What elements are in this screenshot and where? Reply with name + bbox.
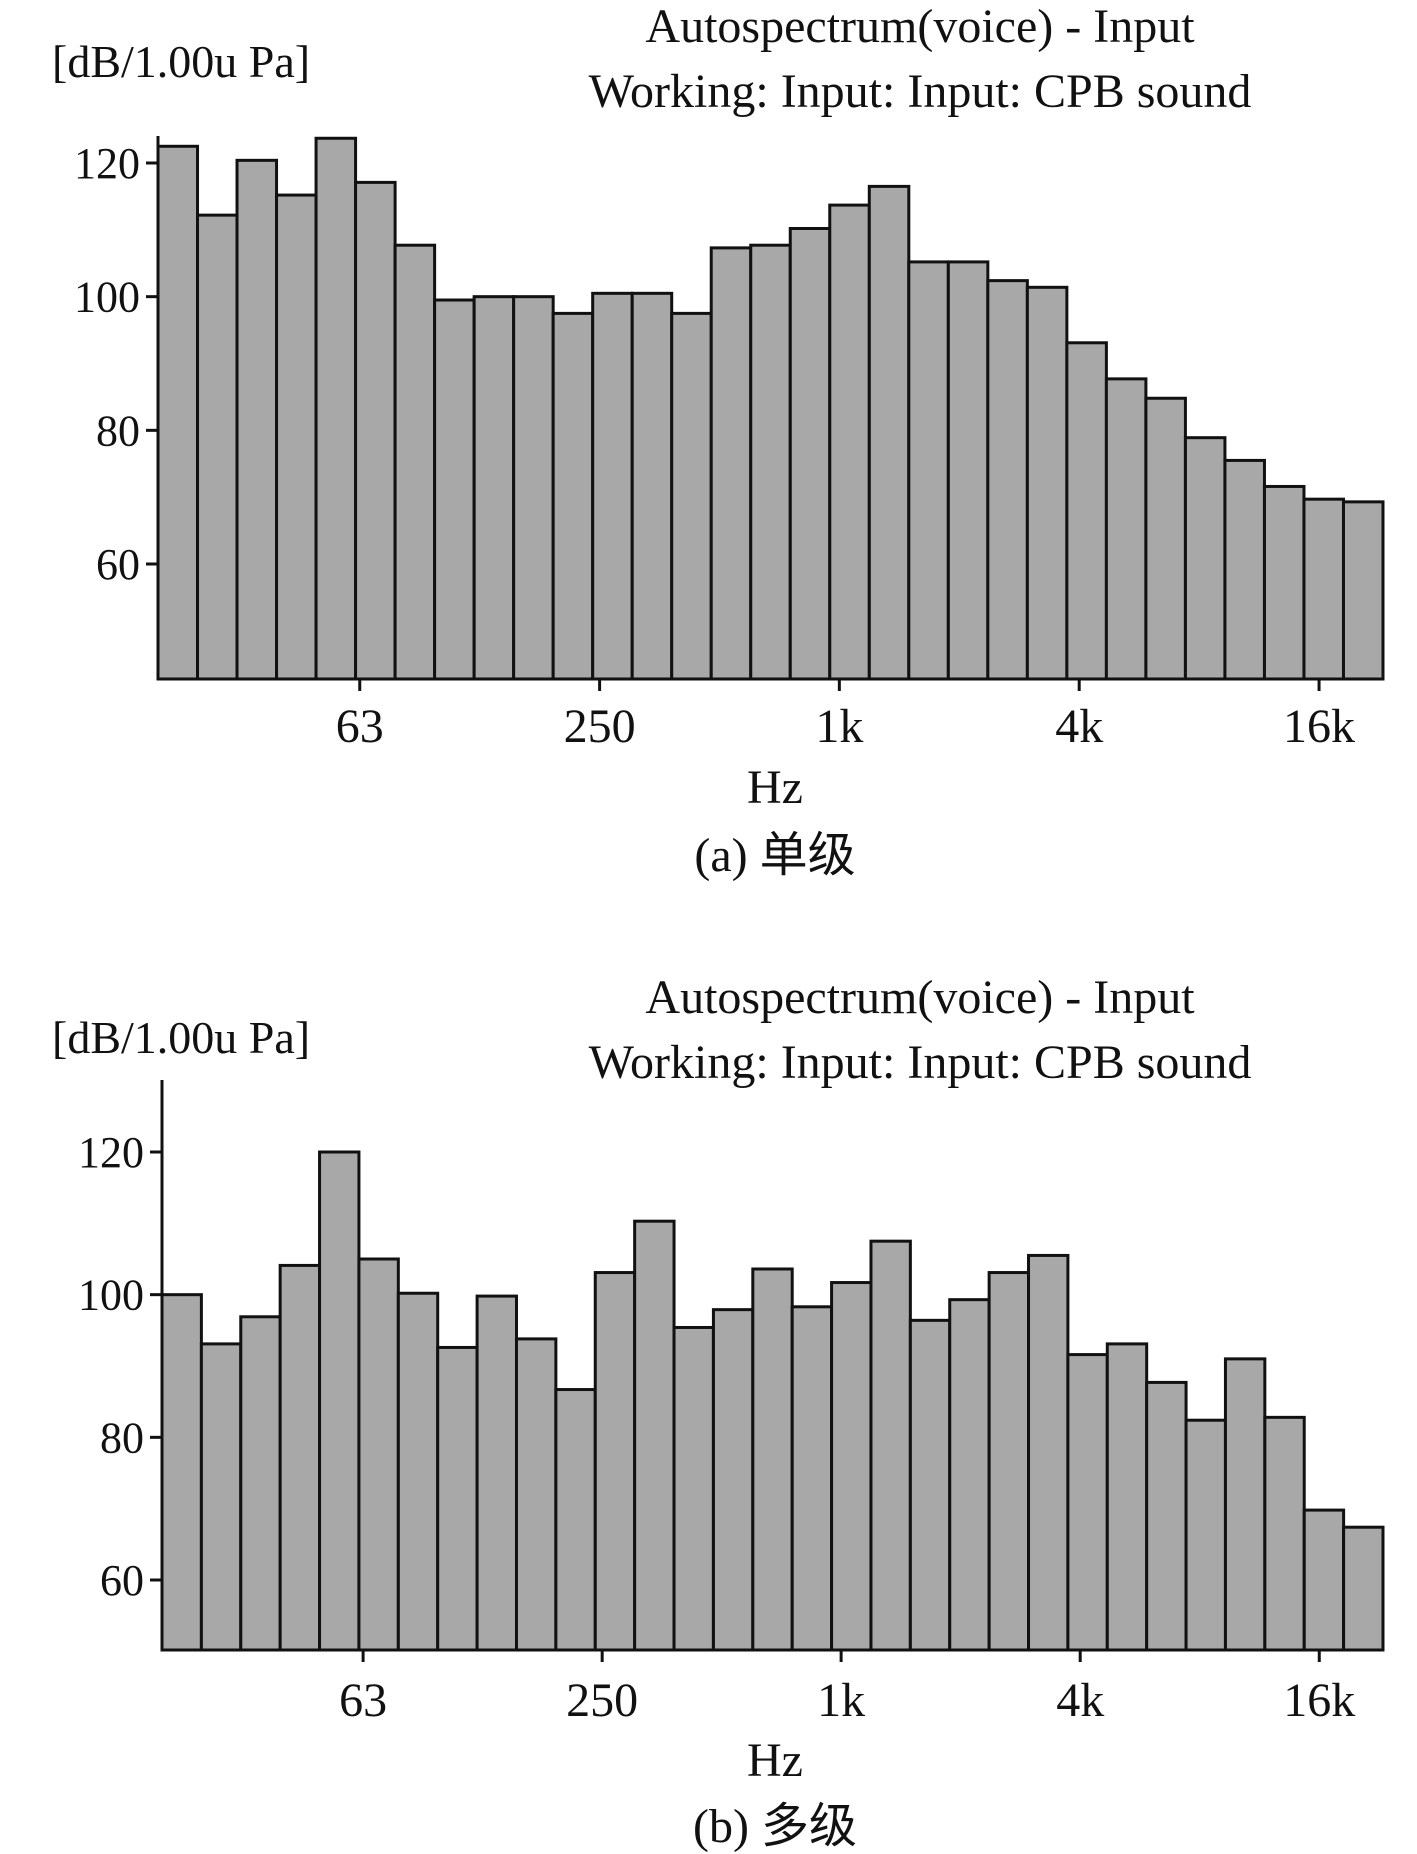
bar bbox=[711, 1308, 755, 1652]
bar bbox=[751, 1267, 794, 1652]
y-tick-label: 60 bbox=[100, 1556, 144, 1605]
bar bbox=[672, 1325, 715, 1652]
bar bbox=[907, 260, 950, 681]
x-tick-label: 16k bbox=[1283, 700, 1355, 753]
bar bbox=[514, 1337, 558, 1652]
chart-title: Autospectrum(voice) - Input bbox=[645, 971, 1195, 1024]
bar bbox=[1302, 497, 1345, 681]
y-tick-label: 100 bbox=[74, 273, 140, 322]
bar bbox=[239, 1315, 282, 1652]
bar bbox=[591, 291, 634, 681]
y-tick-label: 80 bbox=[100, 1413, 144, 1462]
bar bbox=[357, 1257, 400, 1652]
bar bbox=[749, 243, 792, 681]
bar bbox=[1184, 1418, 1227, 1652]
bar bbox=[160, 1293, 203, 1652]
y-tick-label: 80 bbox=[96, 406, 140, 455]
bar bbox=[1027, 1253, 1070, 1652]
y-axis-label: [dB/1.00u Pa] bbox=[52, 1012, 310, 1063]
x-tick-label: 1k bbox=[817, 1674, 865, 1727]
bar bbox=[986, 279, 1029, 681]
x-tick-label: 250 bbox=[566, 1674, 638, 1727]
x-tick-label: 1k bbox=[815, 700, 863, 753]
bar bbox=[475, 1294, 518, 1652]
bar bbox=[1144, 396, 1187, 681]
chart-title: Autospectrum(voice) - Input bbox=[645, 0, 1195, 53]
bar bbox=[946, 260, 990, 681]
y-tick-label: 100 bbox=[78, 1271, 144, 1320]
bar bbox=[436, 1345, 479, 1652]
y-tick-label: 60 bbox=[96, 540, 140, 589]
bar bbox=[1262, 484, 1306, 681]
bar bbox=[1302, 1508, 1346, 1652]
bar bbox=[788, 227, 832, 681]
bar bbox=[433, 298, 476, 681]
bar bbox=[275, 193, 318, 681]
bar bbox=[908, 1318, 952, 1652]
bar bbox=[196, 213, 239, 681]
x-tick-label: 16k bbox=[1283, 1674, 1355, 1727]
chart-subtitle: Working: Input: Input: CPB sound bbox=[589, 1036, 1252, 1089]
bar bbox=[1065, 341, 1108, 681]
bar bbox=[393, 243, 437, 681]
bar bbox=[472, 295, 516, 681]
chart-subtitle: Working: Input: Input: CPB sound bbox=[589, 65, 1252, 118]
x-tick-label: 63 bbox=[336, 700, 384, 753]
figure-caption: (a) 单级 bbox=[694, 829, 855, 882]
chart-panel-b: 60 80 100 120 63 250 1k 4k 16k Autospectrum(voice… bbox=[52, 971, 1385, 1853]
y-axis-label: [dB/1.00u Pa] bbox=[52, 36, 310, 87]
bar bbox=[1105, 1342, 1149, 1652]
bar bbox=[554, 1388, 597, 1652]
x-tick-label: 4k bbox=[1055, 700, 1103, 753]
bar bbox=[830, 1281, 873, 1652]
y-tick-label: 120 bbox=[78, 1128, 144, 1177]
bar bbox=[1025, 285, 1069, 681]
bar bbox=[1183, 436, 1227, 681]
bar bbox=[630, 291, 674, 681]
bar bbox=[1342, 1525, 1385, 1652]
bar bbox=[1223, 458, 1266, 681]
bar bbox=[1341, 500, 1385, 681]
x-axis-label: Hz bbox=[747, 1734, 803, 1787]
y-tick-label: 120 bbox=[74, 139, 140, 188]
bar bbox=[551, 311, 595, 681]
bar bbox=[1145, 1380, 1188, 1652]
bar bbox=[354, 180, 397, 681]
bar bbox=[633, 1219, 676, 1652]
bar bbox=[156, 144, 200, 681]
bar bbox=[709, 246, 753, 681]
x-axis-label: Hz bbox=[747, 761, 803, 814]
bar bbox=[867, 184, 911, 681]
chart-panel-a: 60 80 100 120 63 250 1k 4k 16k Autospectrum(voice… bbox=[52, 0, 1385, 882]
bar bbox=[593, 1271, 637, 1652]
bar bbox=[987, 1271, 1031, 1652]
bar bbox=[828, 203, 871, 681]
figure-caption: (b) 多级 bbox=[693, 1800, 857, 1853]
x-tick-label: 63 bbox=[339, 1674, 387, 1727]
bar bbox=[235, 158, 279, 681]
x-tick-label: 250 bbox=[564, 700, 636, 753]
x-tick-label: 4k bbox=[1056, 1674, 1104, 1727]
bar bbox=[670, 311, 713, 681]
bar bbox=[869, 1239, 912, 1652]
bar bbox=[512, 295, 555, 681]
bar bbox=[318, 1150, 361, 1652]
bar bbox=[314, 136, 358, 681]
bar bbox=[1066, 1353, 1109, 1652]
bar bbox=[278, 1263, 322, 1652]
bar bbox=[948, 1298, 991, 1652]
bar bbox=[790, 1305, 834, 1652]
bar bbox=[1223, 1357, 1267, 1652]
bar bbox=[1104, 377, 1148, 681]
bar bbox=[1263, 1415, 1306, 1652]
bar bbox=[199, 1342, 243, 1652]
bar bbox=[396, 1291, 440, 1652]
